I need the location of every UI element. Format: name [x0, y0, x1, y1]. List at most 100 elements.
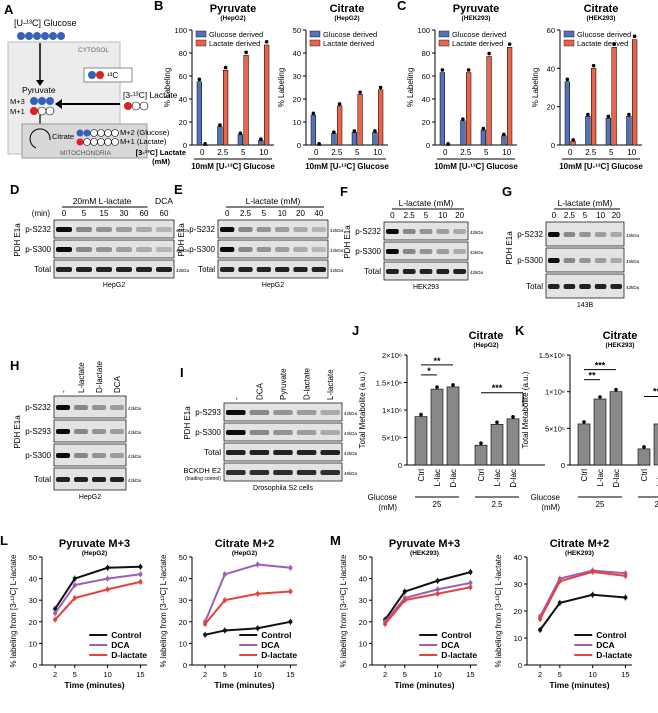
legend-label: DCA: [111, 640, 129, 650]
kda-label: 42kDa: [176, 268, 190, 273]
data-point: [495, 420, 499, 425]
y-tick-label: 0: [297, 141, 301, 150]
lane-label: 5: [82, 209, 87, 218]
chart-subtitle: (HepG2): [334, 15, 359, 22]
legend-lactate: Lactate derived: [452, 39, 503, 48]
kda-label: 42kDa: [330, 228, 344, 233]
blot-band: [110, 405, 124, 410]
x-axis-label: Time (minutes): [214, 680, 274, 690]
y-tick-label: 50: [29, 553, 37, 562]
blot-band: [311, 227, 326, 232]
blot-band: [96, 247, 112, 252]
kda-label: 42kDa: [128, 478, 142, 483]
kda-label: 42kDa: [344, 431, 358, 436]
blot-band: [320, 430, 340, 435]
chart-subtitle: (HepG2): [232, 550, 257, 557]
blot-band: [238, 247, 253, 252]
chart-title: Citrate: [469, 330, 504, 342]
blot-band: [76, 227, 92, 232]
glucose-label: Glucose: [531, 493, 561, 502]
lane-label: 10: [278, 209, 287, 218]
blot-band: [220, 227, 235, 232]
y-tick-label: 20: [29, 618, 37, 627]
data-point: [72, 576, 77, 581]
blot-header: 20mM L-lactate: [73, 196, 132, 206]
blot-band: [311, 267, 326, 272]
y-tick-label: 60: [547, 26, 555, 35]
blot-band: [92, 429, 106, 434]
blot-strip: [383, 241, 469, 261]
blot-band: [256, 267, 271, 272]
x-tick-label: 5: [73, 670, 77, 679]
data-point: [255, 626, 260, 631]
panel-letter: A: [4, 2, 14, 17]
data-point: [598, 395, 602, 399]
bar-lactate: [357, 94, 363, 146]
kda-label: 42kDa: [330, 268, 344, 273]
y-axis-label: % Labeling: [406, 68, 415, 108]
data-point: [105, 576, 110, 581]
data-point: [72, 596, 77, 601]
panel-a: A [U-¹³C] Glucose CYTOSOL ¹³C Pyruvate M…: [4, 2, 178, 159]
blot-band: [296, 430, 317, 435]
blot-band: [273, 430, 293, 435]
blot-band: [76, 247, 92, 252]
bar-glucose: [460, 120, 466, 146]
x-tick-label: 15: [466, 670, 474, 679]
blot-band: [320, 410, 340, 415]
blot-band: [436, 249, 450, 254]
legend-lactate: Lactate derived: [323, 39, 374, 48]
bar-lactate: [337, 105, 343, 146]
lane-label: 2.5: [404, 211, 416, 220]
blot-band: [273, 450, 293, 455]
legend-swatch-glucose: [309, 30, 321, 38]
group-label: 25: [596, 500, 605, 509]
legend-glucose: Glucose derived: [452, 30, 506, 39]
legend-label: D-lactate: [596, 650, 632, 660]
data-point: [586, 112, 590, 117]
blot-strip: [223, 422, 343, 442]
chart-title: Pyruvate: [453, 3, 499, 15]
data-point: [259, 137, 263, 141]
x-tick-label: 5: [223, 670, 227, 679]
y-tick-label: 50: [359, 553, 367, 562]
panel-letter: E: [174, 182, 183, 197]
data-point: [203, 142, 207, 146]
x-tick-label: 10: [627, 148, 636, 157]
blot-band: [92, 477, 106, 482]
row-label: p-S293: [195, 408, 221, 417]
x-tick-label: L-lac: [493, 469, 502, 486]
blot-band: [320, 470, 340, 475]
x-tick-label: L-lac: [656, 469, 658, 486]
panel-letter: F: [340, 184, 348, 199]
chart-title: Citrate: [584, 3, 619, 15]
row-label: Total: [526, 282, 543, 291]
data-point: [222, 628, 227, 633]
blot-band: [136, 267, 152, 272]
kda-label: 42kDa: [128, 430, 142, 435]
blot-band: [116, 267, 132, 272]
bar-glucose: [501, 135, 507, 146]
pdh-label: PDH E1a: [13, 223, 22, 257]
y-tick-label: 0: [363, 661, 367, 670]
data-point: [419, 412, 423, 417]
blot-strip: [53, 419, 127, 443]
chart-subtitle: (HEK293): [410, 550, 439, 557]
kda-label: 42kDa: [470, 270, 484, 275]
row-label: Total: [34, 475, 51, 484]
blot-band: [156, 247, 172, 252]
cytosol-label: CYTOSOL: [78, 47, 109, 54]
bar: [637, 448, 651, 466]
min-label: (min): [32, 209, 51, 218]
data-point: [623, 595, 628, 600]
blot-band: [548, 232, 560, 237]
x-tick-label: 10: [433, 670, 441, 679]
blot-band: [96, 267, 112, 272]
blot-header: L-lactate (mM): [246, 196, 301, 206]
data-point: [255, 562, 260, 567]
data-point: [244, 50, 248, 55]
sig-label: *: [427, 366, 431, 376]
x-tick-label: 10: [103, 670, 111, 679]
blot-strip: [383, 221, 469, 241]
legend-label: DCA: [261, 640, 279, 650]
